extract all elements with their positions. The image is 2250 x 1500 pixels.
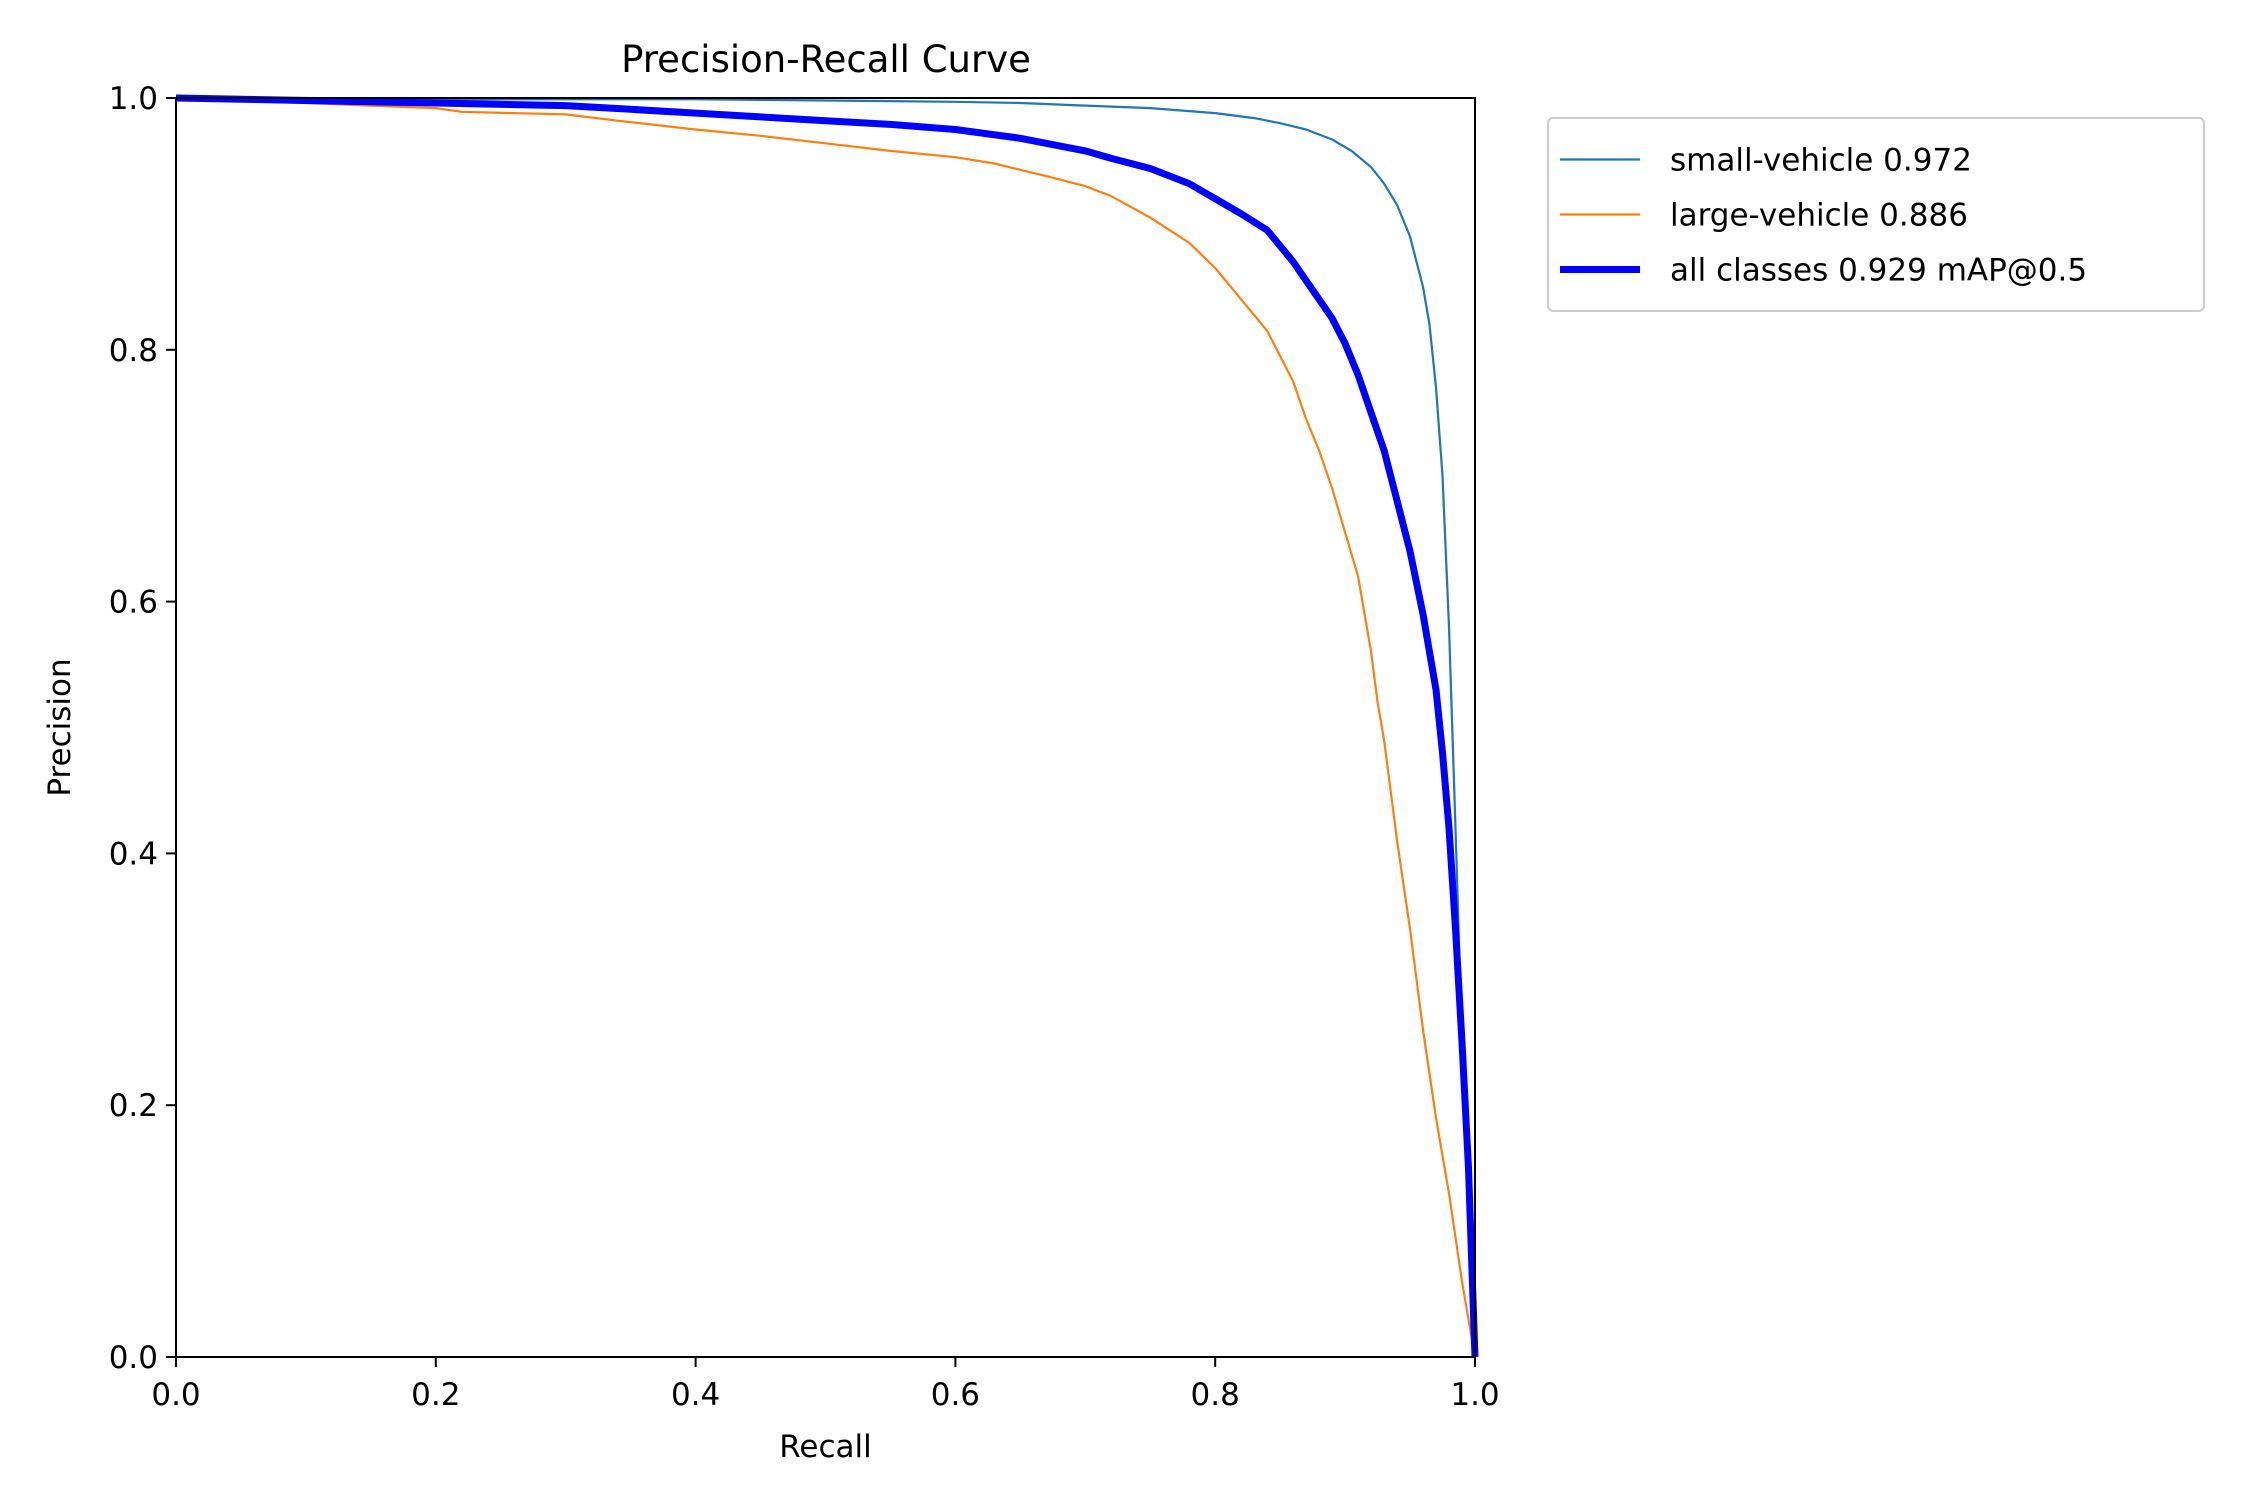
x-axis-label: Recall [779,1429,872,1465]
series-line-2 [175,94,1479,1358]
x-tick-label: 1.0 [1450,1377,1499,1413]
legend-box [1547,117,2205,312]
legend-label-1: large-vehicle 0.886 [1670,198,1968,234]
plot-frame [175,97,1476,1358]
x-tick-label: 0.0 [151,1377,200,1413]
x-tick-label: 0.2 [411,1377,460,1413]
y-axis-ticks: 0.0 0.2 0.4 0.6 0.8 1.0 [109,81,176,1376]
x-axis-ticks: 0.0 0.2 0.4 0.6 0.8 1.0 [151,1357,1500,1413]
y-tick-label: 1.0 [109,81,158,117]
legend: small-vehicle 0.972 large-vehicle 0.886 al… [1547,117,2205,312]
y-axis-label: Precision [42,658,78,796]
x-tick-label: 0.8 [1191,1377,1240,1413]
series-line-1 [175,96,1477,1358]
chart-title: Precision-Recall Curve [621,38,1031,81]
series-layer [175,94,1479,1358]
y-tick-label: 0.0 [109,1340,158,1376]
y-tick-label: 0.8 [109,333,158,369]
legend-label-2: all classes 0.929 mAP@0.5 [1670,253,2087,289]
y-tick-label: 0.4 [109,836,158,872]
y-tick-label: 0.2 [109,1088,158,1124]
legend-label-0: small-vehicle 0.972 [1670,143,1972,179]
y-tick-label: 0.6 [109,585,158,621]
series-line-0 [176,96,1477,1358]
x-tick-label: 0.6 [931,1377,980,1413]
x-tick-label: 0.4 [671,1377,720,1413]
